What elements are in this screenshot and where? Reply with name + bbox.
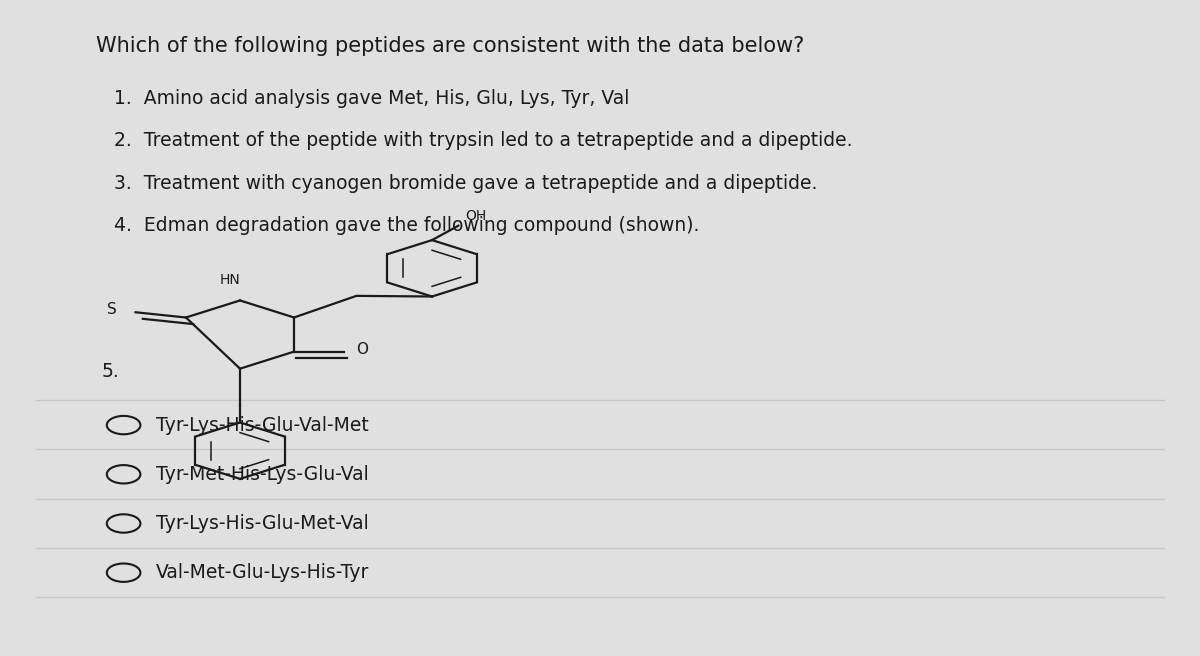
Text: HN: HN — [220, 274, 241, 287]
Text: Tyr-Lys-His-Glu-Met-Val: Tyr-Lys-His-Glu-Met-Val — [156, 514, 368, 533]
Text: OH: OH — [466, 209, 487, 223]
Text: 5.: 5. — [102, 363, 120, 381]
Text: Tyr-Lys-His-Glu-Val-Met: Tyr-Lys-His-Glu-Val-Met — [156, 416, 368, 434]
Text: Val-Met-Glu-Lys-His-Tyr: Val-Met-Glu-Lys-His-Tyr — [156, 564, 370, 582]
Text: Which of the following peptides are consistent with the data below?: Which of the following peptides are cons… — [96, 36, 804, 56]
Text: S: S — [107, 302, 116, 317]
Text: O: O — [356, 342, 368, 357]
Text: 3.  Treatment with cyanogen bromide gave a tetrapeptide and a dipeptide.: 3. Treatment with cyanogen bromide gave … — [114, 174, 817, 193]
Text: Tyr-Met-His-Lys-Glu-Val: Tyr-Met-His-Lys-Glu-Val — [156, 465, 368, 483]
Text: 2.  Treatment of the peptide with trypsin led to a tetrapeptide and a dipeptide.: 2. Treatment of the peptide with trypsin… — [114, 131, 852, 150]
Text: 4.  Edman degradation gave the following compound (shown).: 4. Edman degradation gave the following … — [114, 216, 700, 236]
Text: 1.  Amino acid analysis gave Met, His, Glu, Lys, Tyr, Val: 1. Amino acid analysis gave Met, His, Gl… — [114, 89, 629, 108]
